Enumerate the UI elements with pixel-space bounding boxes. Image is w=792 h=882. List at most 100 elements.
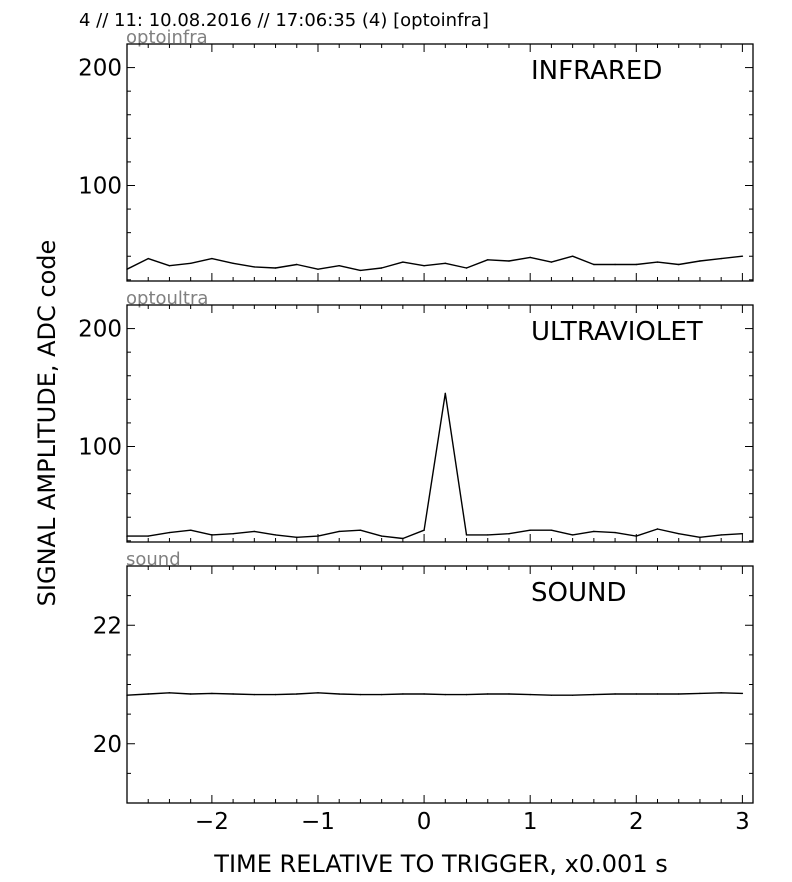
data-point bbox=[444, 262, 446, 264]
data-point bbox=[678, 533, 680, 535]
data-point bbox=[338, 693, 340, 695]
data-point bbox=[699, 692, 701, 695]
data-point bbox=[296, 536, 298, 538]
data-point bbox=[147, 693, 149, 695]
data-point bbox=[699, 260, 701, 262]
data-point bbox=[635, 693, 637, 695]
data-point bbox=[211, 534, 213, 536]
data-point bbox=[232, 262, 234, 264]
plot-frame bbox=[126, 304, 754, 543]
data-point bbox=[190, 693, 192, 695]
data-point bbox=[147, 257, 149, 260]
panel-sound: sound 20 22 −2 −1 0 1 2 3 SOUND bbox=[93, 549, 754, 835]
data-point bbox=[423, 693, 425, 695]
x-tick-label: 1 bbox=[523, 809, 538, 835]
data-point bbox=[678, 693, 680, 695]
data-point bbox=[168, 692, 171, 694]
data-point bbox=[678, 263, 680, 266]
panel-title: ULTRAVIOLET bbox=[531, 317, 703, 347]
series-line-optoultra bbox=[127, 392, 743, 540]
data-point bbox=[699, 536, 701, 538]
data-point bbox=[635, 535, 637, 537]
plot-frame bbox=[126, 565, 754, 804]
x-tick-label: 0 bbox=[417, 809, 432, 835]
data-point bbox=[635, 263, 637, 266]
data-point bbox=[190, 262, 192, 264]
data-point bbox=[190, 529, 192, 531]
x-tick-label: −2 bbox=[195, 809, 229, 835]
data-point bbox=[571, 534, 574, 536]
y-tick-label: 200 bbox=[78, 56, 122, 82]
y-tick-label: 200 bbox=[78, 317, 122, 343]
data-point bbox=[465, 267, 468, 269]
data-point bbox=[465, 534, 468, 536]
data-point bbox=[593, 263, 595, 266]
data-point bbox=[571, 255, 574, 257]
data-point bbox=[211, 692, 213, 695]
data-point bbox=[550, 694, 553, 696]
data-point bbox=[529, 693, 531, 696]
data-point bbox=[720, 257, 722, 260]
data-point bbox=[593, 693, 595, 696]
data-point bbox=[465, 693, 468, 696]
panel-title: INFRARED bbox=[531, 56, 662, 86]
data-point bbox=[550, 261, 553, 263]
data-point bbox=[253, 693, 255, 696]
panel-title: SOUND bbox=[531, 578, 626, 608]
data-point bbox=[147, 535, 149, 537]
data-point bbox=[296, 693, 298, 695]
data-point bbox=[317, 535, 319, 537]
data-point bbox=[380, 535, 383, 537]
data-point bbox=[423, 265, 425, 267]
series-line-optoinfra bbox=[126, 255, 743, 272]
data-point bbox=[487, 259, 489, 261]
plot-frame bbox=[126, 43, 754, 282]
data-point bbox=[656, 528, 659, 530]
data-point bbox=[614, 263, 616, 266]
data-point bbox=[550, 529, 553, 531]
data-point bbox=[656, 261, 659, 263]
data-point bbox=[529, 256, 531, 259]
data-point bbox=[508, 533, 510, 535]
data-point bbox=[593, 530, 595, 533]
data-point bbox=[168, 531, 171, 534]
data-point bbox=[444, 392, 446, 395]
y-tick-label: 100 bbox=[78, 434, 122, 460]
data-point bbox=[359, 269, 362, 272]
panel-optoultra: optoultra 100 200 ULTRAVIOLET bbox=[78, 288, 754, 543]
data-point bbox=[741, 692, 744, 695]
data-point bbox=[444, 693, 446, 696]
y-tick-label: 22 bbox=[93, 613, 122, 639]
data-point bbox=[168, 265, 171, 267]
data-point bbox=[274, 534, 277, 536]
x-axis-label: TIME RELATIVE TO TRIGGER, x0.001 s bbox=[213, 850, 667, 878]
data-point bbox=[741, 255, 744, 257]
data-point bbox=[359, 693, 362, 696]
data-point bbox=[253, 266, 255, 268]
data-point bbox=[614, 531, 616, 534]
data-point bbox=[253, 530, 255, 533]
data-point bbox=[508, 260, 510, 262]
y-tick-label: 100 bbox=[78, 173, 122, 199]
data-point bbox=[423, 529, 425, 531]
data-point bbox=[359, 529, 362, 531]
panel-tag: sound bbox=[126, 549, 181, 570]
data-point bbox=[338, 265, 340, 267]
data-point bbox=[487, 693, 489, 695]
data-point bbox=[402, 693, 404, 695]
y-tick-label: 20 bbox=[93, 732, 122, 758]
data-point bbox=[614, 693, 616, 695]
series-line-sound bbox=[126, 692, 743, 696]
data-point bbox=[487, 534, 489, 536]
data-point bbox=[656, 693, 659, 695]
data-point bbox=[508, 693, 510, 695]
data-point bbox=[402, 261, 404, 263]
panel-optoinfra: optoinfra 100 200 INFRARED bbox=[78, 27, 754, 282]
data-point bbox=[338, 530, 340, 533]
data-point bbox=[211, 257, 213, 260]
data-point bbox=[274, 267, 277, 269]
x-tick-label: 2 bbox=[629, 809, 644, 835]
data-point bbox=[529, 529, 531, 531]
x-tick-label: −1 bbox=[301, 809, 335, 835]
